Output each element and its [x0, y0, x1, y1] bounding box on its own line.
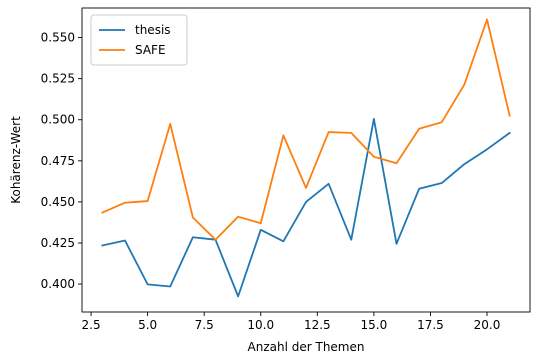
y-tick-label: 0.450	[41, 195, 75, 209]
x-tick-label: 15.0	[361, 318, 388, 332]
x-tick-label: 17.5	[417, 318, 444, 332]
y-tick-label: 0.400	[41, 277, 75, 291]
legend-box	[90, 14, 188, 66]
x-tick-label: 5.0	[138, 318, 157, 332]
y-tick-label: 0.500	[41, 113, 75, 127]
legend-label-safe: SAFE	[135, 43, 166, 57]
series-line-thesis	[101, 118, 511, 298]
plot-frame	[81, 7, 531, 313]
y-axis-label: Kohärenz-Wert	[9, 116, 23, 204]
legend-label-thesis: thesis	[135, 23, 171, 37]
x-tick-label: 7.5	[195, 318, 214, 332]
legend: thesis SAFE	[90, 14, 188, 66]
x-tick-label: 10.0	[247, 318, 274, 332]
y-tick-label: 0.475	[41, 154, 75, 168]
x-tick-label: 2.5	[82, 318, 101, 332]
y-tick-label: 0.525	[41, 72, 75, 86]
y-tick-label: 0.425	[41, 236, 75, 250]
y-tick-label: 0.550	[41, 31, 75, 45]
series-line-safe	[101, 18, 511, 241]
series-layer	[101, 18, 511, 298]
x-tick-label: 12.5	[304, 318, 331, 332]
x-tick-label: 20.0	[474, 318, 501, 332]
axes-layer: 2.5 5.0 7.5 10.0 12.5 15.0 17.5 20.0 0.400 0.425 0…	[41, 7, 531, 332]
x-axis-label: Anzahl der Themen	[248, 340, 365, 354]
